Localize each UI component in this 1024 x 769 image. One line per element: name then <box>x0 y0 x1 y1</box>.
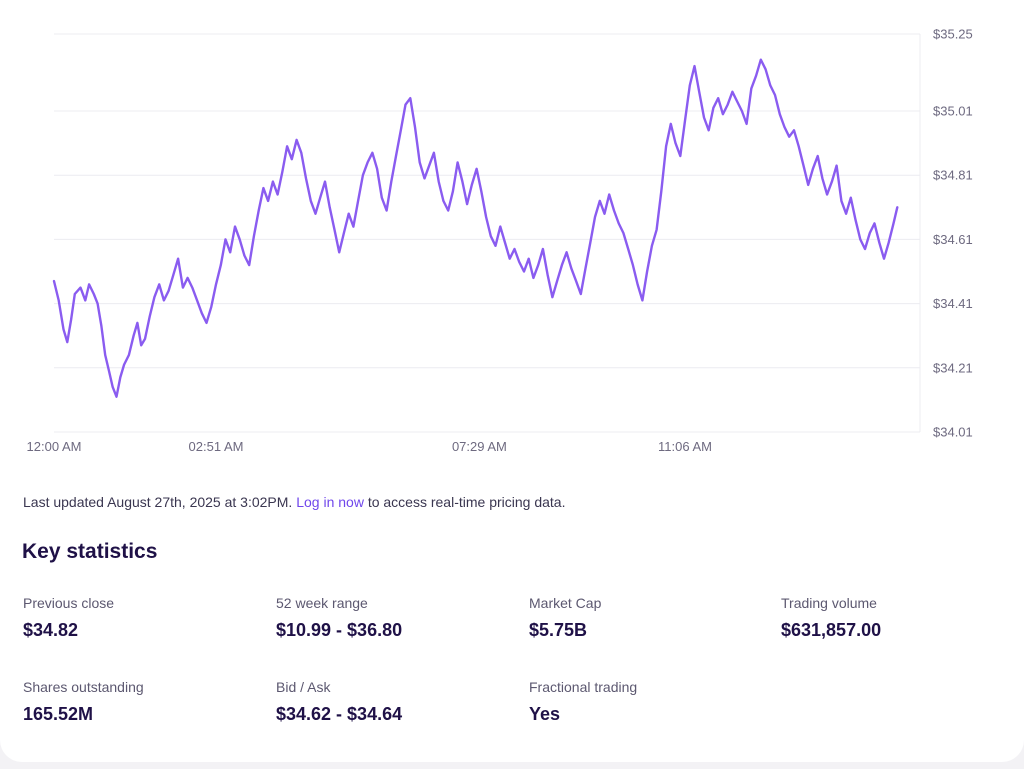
stat-52-week-range: 52 week range $10.99 - $36.80 <box>276 594 516 641</box>
stat-value: $631,857.00 <box>781 620 882 640</box>
stat-label: Bid / Ask <box>276 679 331 695</box>
y-axis-ticks: $35.25 $35.01 $34.81 $34.61 $34.41 $34.21 $34.… <box>933 27 973 440</box>
stat-fractional-trading: Fractional trading Yes <box>529 678 769 725</box>
stat-value: $34.82 <box>23 620 79 640</box>
stat-value: 165.52M <box>23 704 94 724</box>
y-tick-label: $35.01 <box>933 104 973 119</box>
stat-value: $34.62 - $34.64 <box>276 704 403 724</box>
stat-shares-outstanding: Shares outstanding 165.52M <box>23 678 263 725</box>
stat-label: Market Cap <box>529 595 602 611</box>
x-tick-label: 11:06 AM <box>658 439 712 454</box>
log-in-link[interactable]: Log in now <box>296 494 364 510</box>
stat-bid-ask: Bid / Ask $34.62 - $34.64 <box>276 678 516 725</box>
y-tick-label: $35.25 <box>933 27 973 42</box>
stat-market-cap: Market Cap $5.75B <box>529 594 769 641</box>
y-tick-label: $34.41 <box>933 296 973 311</box>
key-statistics-heading: Key statistics <box>22 540 158 563</box>
stat-label: Shares outstanding <box>23 679 144 695</box>
price-line-chart[interactable]: $35.25 $35.01 $34.81 $34.61 $34.41 $34.21 $34.… <box>0 0 1024 470</box>
stat-trading-volume: Trading volume $631,857.00 <box>781 594 1021 641</box>
x-axis-ticks: 12:00 AM 02:51 AM 07:29 AM 11:06 AM <box>27 439 712 454</box>
stat-value: $10.99 - $36.80 <box>276 620 403 640</box>
stat-label: Trading volume <box>781 595 877 611</box>
x-tick-label: 12:00 AM <box>27 439 82 454</box>
stat-value: Yes <box>529 704 561 724</box>
y-tick-label: $34.81 <box>933 168 973 183</box>
chart-gridlines <box>54 33 921 433</box>
y-tick-label: $34.21 <box>933 360 973 375</box>
stat-previous-close: Previous close $34.82 <box>23 594 263 641</box>
x-tick-label: 07:29 AM <box>452 439 507 454</box>
stat-value: $5.75B <box>529 620 588 640</box>
last-updated-notice: Last updated August 27th, 2025 at 3:02PM… <box>23 494 565 510</box>
y-tick-label: $34.61 <box>933 232 973 247</box>
y-tick-label: $34.01 <box>933 425 973 440</box>
stat-label: Fractional trading <box>529 679 638 695</box>
stat-label: 52 week range <box>276 595 368 611</box>
last-updated-text: Last updated August 27th, 2025 at 3:02PM… <box>23 494 293 510</box>
stat-label: Previous close <box>23 595 115 611</box>
real-time-hint: to access real-time pricing data. <box>367 494 566 510</box>
x-tick-label: 02:51 AM <box>189 439 244 454</box>
price-series-line <box>52 58 899 398</box>
